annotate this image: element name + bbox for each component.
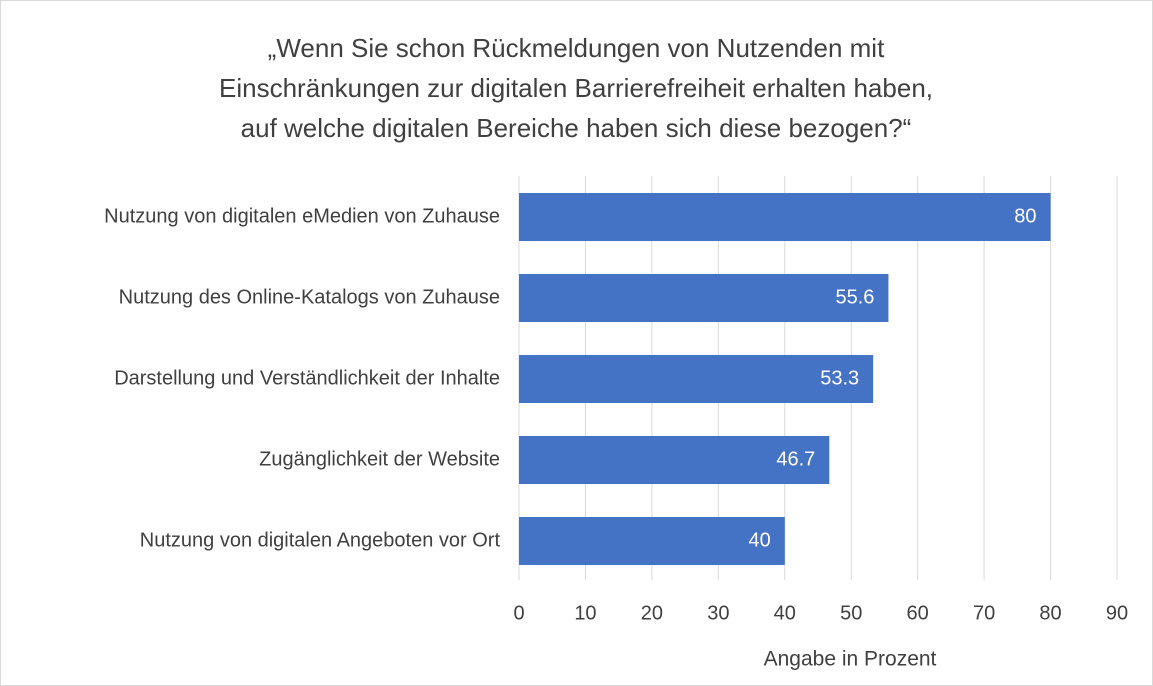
chart-title: Einschränkungen zur digitalen Barrierefr… xyxy=(219,73,933,103)
chart-title: auf welche digitalen Bereiche haben sich… xyxy=(241,113,912,143)
x-tick-label: 30 xyxy=(707,602,729,624)
x-tick-label: 90 xyxy=(1106,602,1128,624)
x-axis-title: Angabe in Prozent xyxy=(764,648,937,671)
bar xyxy=(519,274,889,322)
x-tick-label: 20 xyxy=(641,602,663,624)
bar xyxy=(519,517,785,565)
bar xyxy=(519,355,874,403)
data-label: 53.3 xyxy=(820,367,859,389)
x-tick-label: 10 xyxy=(574,602,596,624)
bar xyxy=(519,436,830,484)
data-label: 80 xyxy=(1014,205,1036,227)
x-tick-label: 0 xyxy=(513,602,524,624)
chart-title: „Wenn Sie schon Rückmeldungen von Nutzen… xyxy=(268,33,885,63)
y-tick-label: Nutzung von digitalen Angeboten vor Ort xyxy=(140,529,501,551)
data-label: 55.6 xyxy=(835,286,874,308)
x-tick-label: 60 xyxy=(907,602,929,624)
x-tick-label: 80 xyxy=(1039,602,1061,624)
x-tick-label: 40 xyxy=(774,602,796,624)
x-tick-label: 70 xyxy=(973,602,995,624)
y-tick-label: Zugänglichkeit der Website xyxy=(259,448,500,470)
data-label: 40 xyxy=(749,529,771,551)
bar xyxy=(519,193,1051,241)
y-tick-label: Darstellung und Verständlichkeit der Inh… xyxy=(114,367,500,389)
data-label: 46.7 xyxy=(776,448,815,470)
x-tick-label: 50 xyxy=(840,602,862,624)
y-tick-label: Nutzung von digitalen eMedien von Zuhaus… xyxy=(104,205,500,227)
y-tick-label: Nutzung des Online-Katalogs von Zuhause xyxy=(119,286,500,308)
